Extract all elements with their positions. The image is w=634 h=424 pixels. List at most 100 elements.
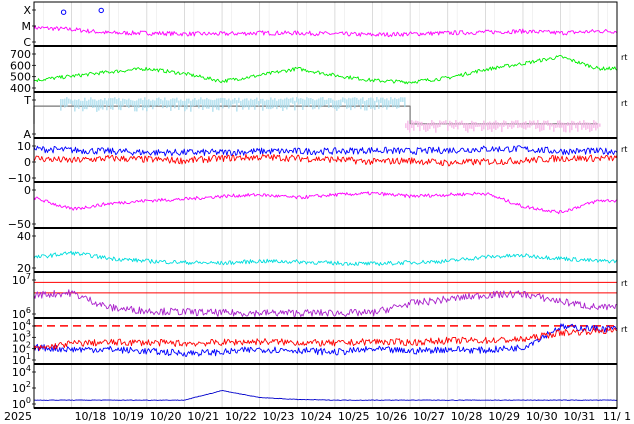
sector-toward-mark	[427, 123, 429, 131]
y-tick-label: −10	[8, 172, 31, 185]
sector-away-mark	[184, 100, 186, 112]
sector-away-mark	[200, 97, 202, 105]
y-tick-label: 10	[17, 140, 31, 153]
sector-toward-mark	[463, 122, 465, 128]
sector-away-mark	[344, 98, 346, 104]
sector-toward-mark	[567, 122, 569, 126]
sector-away-mark	[206, 97, 208, 109]
x-tick-label: 10/31	[564, 410, 596, 423]
sector-away-mark	[170, 99, 172, 111]
sector-away-mark	[260, 98, 262, 104]
y-tick-label: C	[23, 36, 31, 49]
sector-toward-mark	[487, 122, 489, 131]
sector-away-mark	[148, 99, 150, 108]
y-tick-exponent: 6	[26, 306, 31, 315]
sector-toward-mark	[521, 122, 523, 128]
sector-away-mark	[118, 97, 120, 110]
sector-toward-mark	[543, 120, 545, 131]
sector-away-mark	[292, 97, 294, 104]
sector-toward-mark	[573, 121, 575, 126]
sector-toward-mark	[555, 123, 557, 128]
panel-side-label: rt	[621, 145, 627, 154]
sector-toward-mark	[459, 121, 461, 126]
sector-away-mark	[312, 98, 314, 110]
sector-away-mark	[164, 97, 166, 107]
sector-away-mark	[374, 100, 376, 110]
sector-away-mark	[198, 99, 200, 109]
y-tick-label: −50	[8, 218, 31, 231]
sector-toward-mark	[563, 122, 565, 132]
sector-toward-mark	[455, 120, 457, 127]
series-line-proton-flux-1	[33, 327, 618, 352]
sector-toward-mark	[419, 121, 421, 132]
sector-away-mark	[166, 100, 168, 109]
y-tick-exponent: 0	[26, 396, 31, 405]
sector-toward-mark	[549, 123, 551, 130]
sector-away-mark	[96, 100, 98, 112]
sector-toward-mark	[539, 123, 541, 132]
sector-toward-mark	[503, 120, 505, 127]
sector-away-mark	[398, 98, 400, 108]
panel-frame-imf-bz	[33, 137, 618, 183]
sector-away-mark	[318, 98, 320, 110]
sector-away-mark	[246, 98, 248, 108]
x-tick-label: 10/27	[413, 410, 445, 423]
sector-toward-mark	[475, 121, 477, 127]
y-tick-label: 40	[17, 230, 31, 243]
sector-away-mark	[254, 98, 256, 110]
series-line-proton-flux-0	[33, 323, 618, 357]
sector-toward-mark	[569, 123, 571, 133]
sector-away-mark	[146, 100, 148, 112]
sector-toward-mark	[469, 123, 471, 129]
sector-toward-mark	[423, 123, 425, 130]
sector-away-mark	[290, 98, 292, 103]
sector-away-mark	[124, 99, 126, 105]
x-tick-label: 10/19	[112, 410, 144, 423]
sector-away-mark	[236, 100, 238, 112]
sector-away-mark	[100, 99, 102, 109]
sector-away-mark	[288, 98, 290, 108]
y-tick-label: 0	[24, 184, 31, 197]
sector-toward-mark	[409, 123, 411, 133]
sector-away-mark	[302, 98, 304, 110]
sector-away-mark	[104, 97, 106, 105]
sector-toward-mark	[599, 123, 601, 127]
sector-away-mark	[328, 97, 330, 108]
sector-away-mark	[180, 99, 182, 107]
sector-away-mark	[404, 97, 406, 108]
sector-away-mark	[92, 99, 94, 108]
sector-away-mark	[78, 99, 80, 110]
sector-away-mark	[348, 97, 350, 108]
y-tick-exponent: 2	[26, 341, 31, 350]
sector-toward-mark	[589, 122, 591, 133]
sector-toward-mark	[471, 120, 473, 129]
sector-toward-mark	[583, 120, 585, 128]
sector-away-mark	[76, 100, 78, 108]
sector-toward-mark	[449, 120, 451, 127]
sector-away-mark	[64, 98, 66, 108]
sector-away-mark	[142, 100, 144, 111]
y-tick-label: 107	[12, 272, 31, 287]
x-tick-label: 10/23	[263, 410, 295, 423]
sector-toward-mark	[439, 120, 441, 127]
y-tick-exponent: 4	[26, 364, 31, 373]
sector-toward-mark	[421, 121, 423, 126]
sector-toward-mark	[517, 120, 519, 129]
sector-away-mark	[90, 97, 92, 107]
sector-away-mark	[248, 100, 250, 110]
sector-toward-mark	[529, 120, 531, 128]
x-tick-label: 10/25	[338, 410, 370, 423]
sector-away-mark	[310, 98, 312, 105]
sector-away-mark	[360, 98, 362, 110]
sector-away-mark	[392, 99, 394, 108]
sector-away-mark	[98, 99, 100, 111]
sector-away-mark	[194, 97, 196, 107]
sector-toward-mark	[561, 122, 563, 128]
sector-away-mark	[68, 98, 70, 104]
sector-away-mark	[138, 98, 140, 108]
panel-side-label: rt	[621, 325, 627, 334]
sector-away-mark	[324, 99, 326, 106]
sector-away-mark	[322, 97, 324, 107]
x-tick-label: 10/28	[451, 410, 483, 423]
sector-away-mark	[178, 100, 180, 110]
